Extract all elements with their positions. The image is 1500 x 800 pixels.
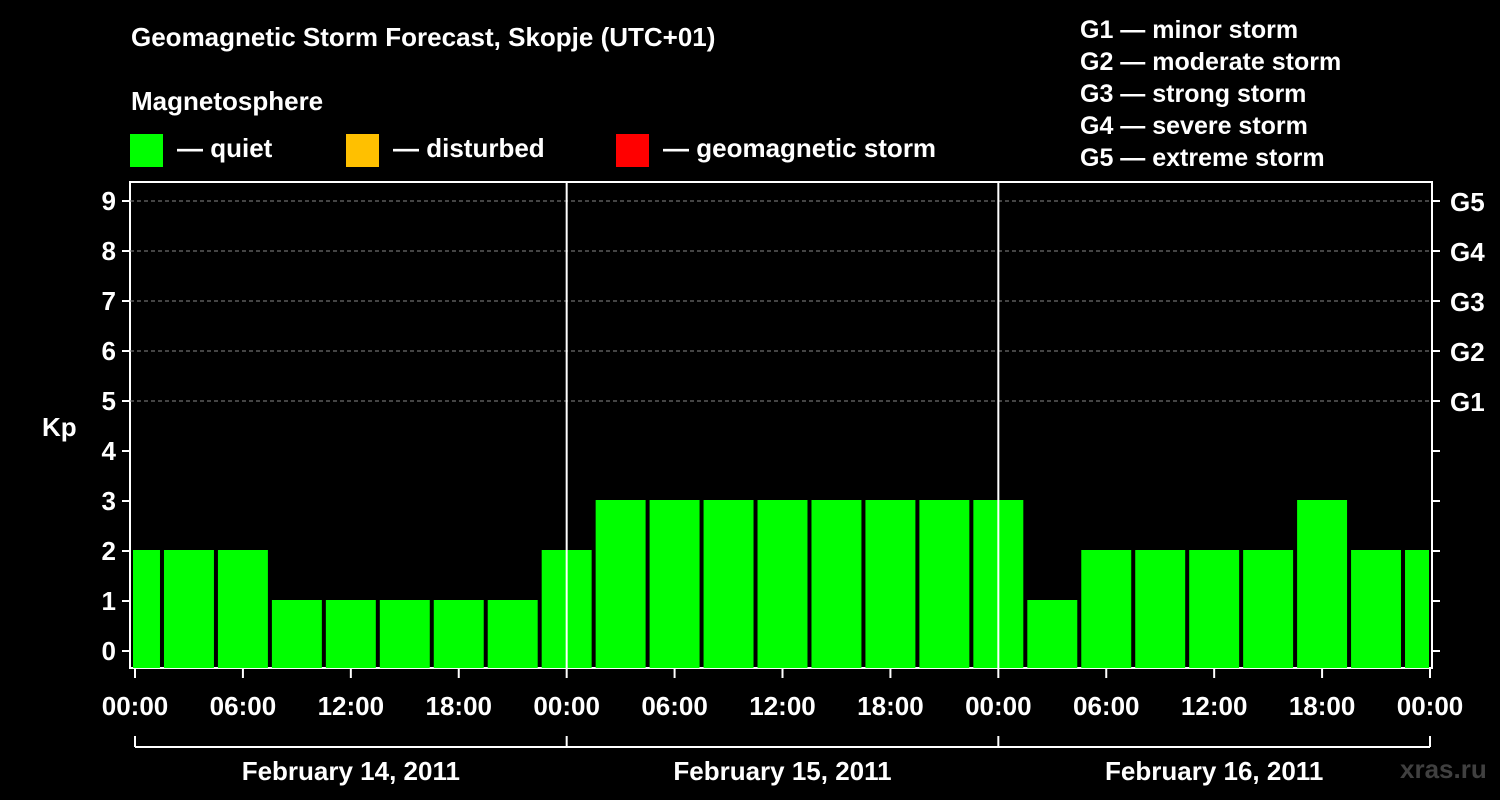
- kp-bar: [325, 600, 376, 668]
- y-axis-label: Kp: [42, 412, 77, 442]
- y-tick-label: 2: [102, 536, 116, 566]
- x-tick-label: 06:00: [1073, 691, 1140, 721]
- kp-bar: [595, 500, 646, 668]
- legend-swatch-storm: [616, 134, 649, 167]
- legend-swatch-quiet: [130, 134, 163, 167]
- day-label: February 15, 2011: [673, 756, 891, 786]
- x-tick-label: 00:00: [533, 691, 600, 721]
- storm-scale-list: G1 — minor storm G2 — moderate storm G3 …: [1080, 14, 1341, 174]
- x-tick-label: 12:00: [318, 691, 385, 721]
- kp-bar: [433, 600, 484, 668]
- storm-scale-g5: G5 — extreme storm: [1080, 144, 1325, 172]
- kp-bar: [1027, 600, 1078, 668]
- kp-bar: [487, 600, 538, 668]
- storm-scale-g4: G4 — severe storm: [1080, 112, 1308, 140]
- kp-bar: [163, 550, 214, 668]
- kp-bar: [919, 500, 970, 668]
- kp-bar: [217, 550, 268, 668]
- legend-label-disturbed: — disturbed: [393, 133, 545, 163]
- x-tick-label: 00:00: [965, 691, 1032, 721]
- storm-level-label: G3: [1450, 287, 1485, 317]
- y-tick-label: 8: [102, 236, 116, 266]
- kp-bar: [703, 500, 754, 668]
- legend-heading: Magnetosphere: [131, 86, 324, 116]
- x-tick-label: 06:00: [210, 691, 277, 721]
- y-tick-label: 1: [102, 586, 116, 616]
- y-tick-label: 0: [102, 636, 116, 666]
- x-tick-label: 00:00: [1397, 691, 1464, 721]
- storm-level-label: G4: [1450, 237, 1485, 267]
- storm-level-label: G5: [1450, 187, 1485, 217]
- y-tick-label: 6: [102, 336, 116, 366]
- chart-title: Geomagnetic Storm Forecast, Skopje (UTC+…: [131, 22, 716, 52]
- kp-bar: [1405, 550, 1429, 668]
- kp-bar: [1081, 550, 1132, 668]
- kp-bar: [271, 600, 322, 668]
- storm-level-label: G1: [1450, 387, 1485, 417]
- kp-bar: [379, 600, 430, 668]
- storm-scale-g3: G3 — strong storm: [1080, 80, 1307, 108]
- x-tick-label: 06:00: [641, 691, 708, 721]
- kp-bar: [1189, 550, 1240, 668]
- legend-label-quiet: — quiet: [177, 133, 273, 163]
- x-tick-label: 12:00: [749, 691, 816, 721]
- kp-bar: [757, 500, 808, 668]
- x-tick-label: 18:00: [857, 691, 924, 721]
- y-tick-label: 3: [102, 486, 116, 516]
- kp-bar: [811, 500, 862, 668]
- kp-bar: [1351, 550, 1402, 668]
- x-tick-label: 18:00: [426, 691, 493, 721]
- legend-swatch-disturbed: [346, 134, 379, 167]
- y-tick-label: 7: [102, 286, 116, 316]
- kp-bar: [1135, 550, 1186, 668]
- kp-bar: [1243, 550, 1294, 668]
- x-tick-label: 18:00: [1289, 691, 1356, 721]
- x-tick-label: 12:00: [1181, 691, 1248, 721]
- storm-scale-g2: G2 — moderate storm: [1080, 48, 1342, 76]
- y-tick-label: 4: [102, 436, 117, 466]
- kp-bar: [1297, 500, 1348, 668]
- legend-label-storm: — geomagnetic storm: [663, 133, 937, 163]
- watermark: xras.ru: [1400, 754, 1487, 784]
- y-tick-label: 9: [102, 186, 116, 216]
- storm-scale-g1: G1 — minor storm: [1080, 16, 1299, 44]
- kp-bar: [865, 500, 916, 668]
- day-label: February 14, 2011: [242, 756, 460, 786]
- day-label: February 16, 2011: [1105, 756, 1323, 786]
- storm-level-label: G2: [1450, 337, 1485, 367]
- kp-bar: [133, 550, 160, 668]
- x-tick-label: 00:00: [102, 691, 169, 721]
- kp-bar: [649, 500, 700, 668]
- y-tick-label: 5: [102, 386, 116, 416]
